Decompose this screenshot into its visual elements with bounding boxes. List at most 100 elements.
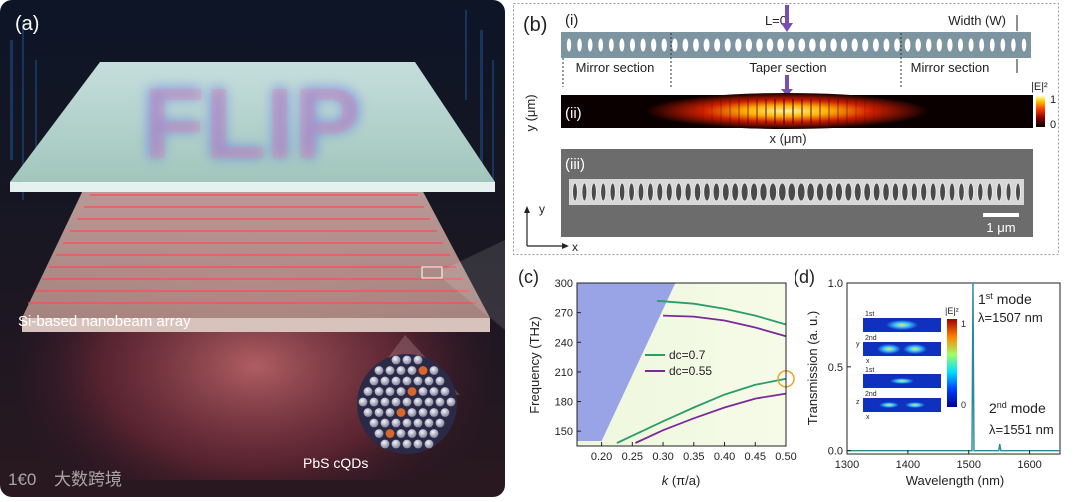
mode1-lambda: λ=1507 nm <box>978 310 1043 325</box>
series-0-lower-band <box>616 377 787 444</box>
zoom-box <box>421 266 443 279</box>
sem-hole <box>872 182 881 202</box>
qd-atom <box>374 429 384 438</box>
qd-atom <box>385 387 395 396</box>
flip-overlay-text: FLIP <box>142 66 363 180</box>
qd-atom <box>424 418 434 428</box>
sem-hole <box>703 182 711 202</box>
qd-atom <box>374 366 384 375</box>
panel-c-svg: (c) 0.20 0.25 0.30 0.35 0.40 0.45 0.50 150 180 21… <box>518 267 797 488</box>
sem-hole <box>844 182 853 202</box>
qd-atom <box>380 376 390 386</box>
inset-row-label-3: 1st <box>865 367 874 374</box>
y-tick-label: 240 <box>555 337 573 349</box>
field-stripe <box>747 99 749 124</box>
taper-section: Taper section <box>749 60 826 75</box>
qd-atom <box>413 397 423 407</box>
qd-atom <box>363 387 373 396</box>
hole <box>1000 38 1006 52</box>
qd-atom <box>385 408 395 417</box>
panel-c-frame <box>576 282 787 447</box>
sem-holes <box>572 182 1021 202</box>
x-tick-label: 0.25 <box>622 451 643 463</box>
sem-hole <box>684 182 692 202</box>
field-stripe <box>783 99 785 124</box>
mirror-section-right: Mirror section <box>911 60 990 75</box>
colorbar-max: 1 <box>1050 94 1056 106</box>
y-tick-label: 210 <box>555 367 573 379</box>
axis-x-arrowhead-icon <box>562 243 569 249</box>
sem-hole <box>816 182 825 202</box>
mode-profile-inset: 1st 2nd 1st 2nd y x z x |E|² 1 0 <box>856 306 966 421</box>
colorbar-min: 0 <box>1050 119 1056 131</box>
hole <box>957 38 964 52</box>
x-axis-label-c: k (π/a) <box>662 473 701 488</box>
mode2-lambda: λ=1551 nm <box>989 422 1054 437</box>
hole <box>798 38 806 52</box>
qd-atom <box>369 397 379 407</box>
inset-spot-2a <box>877 344 901 354</box>
series-1-upper-band <box>663 314 787 338</box>
sem-hole <box>806 182 815 202</box>
sem-hole <box>967 182 974 202</box>
sem-hole <box>1015 182 1021 202</box>
sub-i-label: (i) <box>565 12 578 29</box>
panel-d-chart: (d) 1300 1400 1500 1600 0.0 0.5 1.0 1st 2nd 1s… <box>793 263 1080 497</box>
qd-atom <box>440 387 450 396</box>
sub-iii-label: (iii) <box>565 156 585 173</box>
series-1-lower-band <box>635 392 787 444</box>
field-stripe <box>873 99 875 124</box>
qd-atom <box>358 397 368 407</box>
mirror-section-left: Mirror section <box>576 60 655 75</box>
hole <box>661 38 667 52</box>
hole <box>672 38 678 52</box>
hole <box>724 38 731 52</box>
panel-d-ticks: 1300 1400 1500 1600 0.0 0.5 1.0 <box>828 278 1042 471</box>
qd-atom <box>396 429 406 438</box>
qd-atom <box>402 376 412 386</box>
hole <box>598 38 604 52</box>
qd-atom <box>391 397 401 407</box>
qd-atom <box>435 397 445 407</box>
qd-atom <box>413 418 423 428</box>
hole <box>745 38 753 52</box>
field-map-mode <box>647 93 927 129</box>
sem-hole <box>939 182 946 202</box>
sem-hole <box>693 182 702 202</box>
field-stripe <box>819 99 821 124</box>
sem-hole <box>882 182 890 202</box>
hole <box>714 38 721 52</box>
x-tick-label: 0.35 <box>683 451 704 463</box>
hole <box>894 38 900 52</box>
field-stripe <box>810 99 812 124</box>
qd-atom <box>424 439 434 449</box>
legend-dc07: dc=0.7 <box>669 348 706 362</box>
x-tick-label: 0.30 <box>652 451 673 463</box>
panel-a-illustration: FLIP FLIP (a) Si-based nanobeam array Pb… <box>0 0 505 497</box>
inset-spot-1 <box>886 320 918 330</box>
sem-hole <box>656 182 664 202</box>
x-tick-label: 0.40 <box>714 451 735 463</box>
sem-hole <box>948 182 956 202</box>
watermark-text: 大数跨境 <box>54 470 122 489</box>
qd-atom <box>396 408 406 417</box>
flip-overlay-text-ghost: FLIP <box>144 68 361 180</box>
sem-hole <box>834 182 843 202</box>
field-stripe <box>738 99 740 124</box>
qd-atom <box>435 376 445 386</box>
hole <box>566 38 572 52</box>
sem-hole <box>910 182 918 202</box>
legend-dc055: dc=0.55 <box>669 364 712 378</box>
panel-a-svg: FLIP FLIP (a) Si-based nanobeam array Pb… <box>0 0 505 497</box>
nanobeam-array-edge <box>22 318 490 332</box>
sem-hole <box>600 182 607 202</box>
sem-hole <box>825 182 834 202</box>
hole <box>703 38 710 52</box>
series-0-upper-band <box>656 299 787 326</box>
qd-atom <box>369 376 379 386</box>
top-glass-edge <box>10 182 495 192</box>
field-stripe <box>792 99 794 124</box>
panel-d-label: (d) <box>795 267 815 287</box>
qd-atom <box>385 429 395 438</box>
sem-hole <box>986 182 993 202</box>
